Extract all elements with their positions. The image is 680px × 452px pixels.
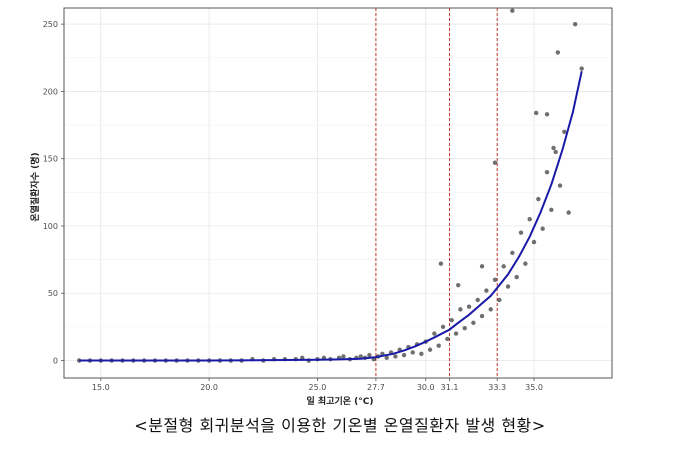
- x-tick-label: 15.0: [92, 383, 110, 392]
- data-point: [341, 354, 346, 359]
- data-point: [76, 358, 82, 363]
- y-tick-label: 0: [53, 357, 58, 366]
- data-point: [514, 274, 519, 280]
- data-point: [551, 145, 556, 151]
- data-point: [358, 354, 363, 359]
- data-point: [579, 66, 584, 71]
- data-point: [410, 350, 415, 355]
- data-point: [566, 210, 571, 215]
- x-tick-label: 30.0: [417, 383, 435, 392]
- data-point: [544, 112, 550, 117]
- data-point: [510, 250, 515, 256]
- x-tick-label: 33.3: [488, 383, 506, 392]
- x-tick-label: 20.0: [200, 383, 218, 392]
- data-point: [449, 317, 454, 323]
- data-point: [557, 183, 563, 188]
- y-axis: 0 50 100 150 200 250: [43, 20, 64, 366]
- data-point: [523, 261, 528, 266]
- y-tick-label: 100: [43, 222, 58, 231]
- data-point: [471, 320, 476, 326]
- y-tick-label: 50: [48, 289, 58, 298]
- y-tick-label: 250: [43, 20, 58, 29]
- data-point: [479, 313, 485, 319]
- plot-panel: [63, 7, 613, 379]
- data-point: [562, 129, 567, 134]
- data-point: [497, 297, 502, 303]
- data-point: [453, 331, 459, 336]
- data-point: [488, 307, 493, 312]
- data-point: [384, 355, 389, 361]
- data-point: [438, 261, 444, 266]
- grid-lines: [64, 8, 612, 378]
- data-point: [484, 288, 489, 293]
- data-point: [475, 297, 480, 303]
- data-point: [456, 282, 461, 288]
- y-tick-label: 150: [43, 155, 58, 164]
- data-point: [367, 352, 372, 358]
- x-tick-label: 25.0: [309, 383, 327, 392]
- data-point: [427, 347, 433, 352]
- data-point: [544, 169, 550, 175]
- x-tick-label: 35.0: [525, 383, 543, 392]
- figure-caption: <분절형 회귀분석을 이용한 기온별 온열질환자 발생 현황>: [134, 416, 546, 435]
- chart: 15.0 20.0 25.0 27.7 30.0 31.1 33.3 35.0 0 50 100 1…: [29, 7, 613, 407]
- data-point: [458, 307, 463, 312]
- data-point: [518, 230, 524, 235]
- scatter-points: [76, 8, 584, 363]
- data-point: [445, 336, 450, 342]
- breakpoint-lines: [375, 8, 498, 378]
- data-point: [462, 326, 467, 331]
- data-point: [549, 207, 554, 213]
- data-point: [432, 331, 437, 336]
- fit-curve: [79, 70, 583, 362]
- data-point: [531, 239, 537, 245]
- data-point: [540, 226, 545, 231]
- data-point: [419, 351, 424, 356]
- x-tick-label: 27.7: [367, 383, 385, 392]
- x-axis: 15.0 20.0 25.0 27.7 30.0 31.1 33.3 35.0: [92, 378, 543, 392]
- data-point: [505, 284, 511, 289]
- data-point: [501, 264, 506, 269]
- data-point: [479, 264, 485, 269]
- data-point: [492, 160, 498, 165]
- data-point: [401, 352, 407, 358]
- data-point: [553, 149, 558, 155]
- data-point: [466, 304, 472, 309]
- data-point: [572, 21, 578, 27]
- data-point: [393, 354, 398, 359]
- data-point: [510, 8, 515, 13]
- data-point: [440, 324, 446, 330]
- y-axis-title: 온열질환자수 (명): [29, 152, 41, 221]
- x-axis-title: 일 최고기온 (°C): [307, 395, 374, 407]
- data-point: [536, 196, 541, 202]
- x-tick-label: 31.1: [441, 383, 459, 392]
- data-point: [436, 343, 441, 348]
- data-point: [533, 110, 539, 116]
- data-point: [527, 217, 532, 222]
- data-point: [492, 277, 498, 282]
- y-tick-label: 200: [43, 87, 58, 96]
- data-point: [555, 50, 561, 55]
